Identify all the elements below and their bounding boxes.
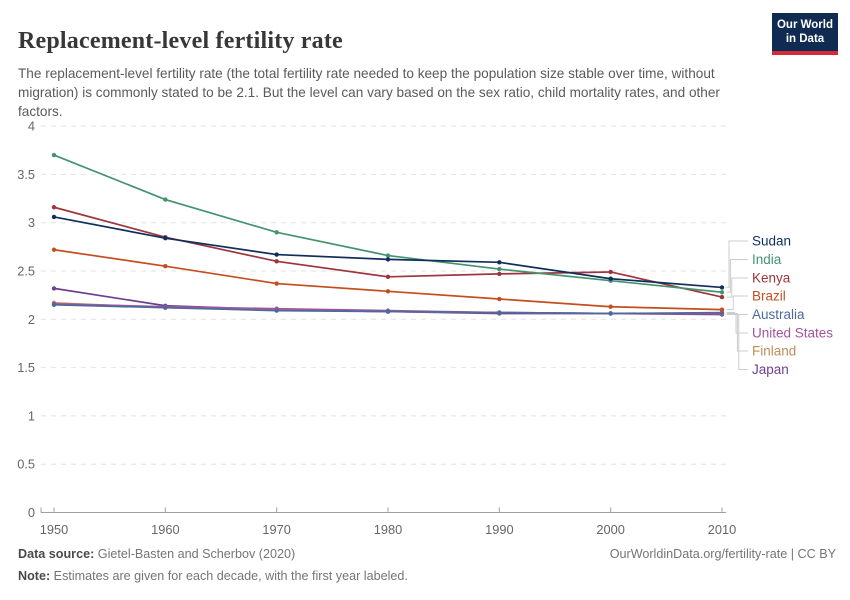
data-point[interactable] bbox=[385, 257, 391, 262]
data-point[interactable] bbox=[163, 235, 168, 241]
data-point[interactable] bbox=[274, 308, 279, 313]
page-title: Replacement-level fertility rate bbox=[18, 28, 343, 55]
data-point[interactable] bbox=[385, 274, 391, 279]
data-point[interactable] bbox=[274, 230, 279, 235]
data-point[interactable] bbox=[719, 285, 725, 290]
series-line-brazil[interactable] bbox=[51, 247, 725, 312]
y-tick-label: 3.5 bbox=[17, 167, 35, 182]
data-point[interactable] bbox=[385, 309, 391, 314]
data-point[interactable] bbox=[163, 305, 168, 310]
legend-connector bbox=[726, 240, 748, 288]
y-tick-label: 4 bbox=[28, 119, 35, 134]
data-point[interactable] bbox=[719, 294, 725, 300]
series-lines bbox=[51, 152, 725, 317]
data-point[interactable] bbox=[608, 311, 613, 316]
legend-label-sudan[interactable]: Sudan bbox=[752, 234, 791, 249]
y-tick-label: 0 bbox=[28, 505, 35, 520]
footer-row-1: Data source: Gietel-Basten and Scherbov … bbox=[18, 547, 836, 561]
legend-connector bbox=[726, 313, 748, 352]
y-tick-label: 1.5 bbox=[17, 360, 35, 375]
data-point[interactable] bbox=[719, 307, 725, 312]
logo-line-1: Our World bbox=[776, 19, 833, 31]
data-source: Data source: Gietel-Basten and Scherbov … bbox=[18, 547, 295, 561]
legend-label-japan[interactable]: Japan bbox=[752, 362, 789, 377]
data-point[interactable] bbox=[51, 302, 57, 308]
data-point[interactable] bbox=[719, 290, 725, 295]
data-point[interactable] bbox=[385, 253, 391, 258]
y-tick-label: 3 bbox=[28, 215, 35, 230]
data-point[interactable] bbox=[497, 260, 502, 265]
x-axis: 1950 1960 1970 1980 1990 2000 2010 bbox=[40, 507, 736, 537]
footer-row-2: Note: Estimates are given for each decad… bbox=[18, 569, 836, 583]
data-point[interactable] bbox=[51, 214, 57, 220]
data-point[interactable] bbox=[51, 247, 57, 252]
legend-connector bbox=[726, 277, 748, 298]
data-point[interactable] bbox=[163, 263, 168, 269]
data-point[interactable] bbox=[497, 296, 502, 302]
data-point[interactable] bbox=[51, 205, 57, 210]
data-point[interactable] bbox=[274, 281, 279, 286]
x-tick-label: 1980 bbox=[374, 522, 402, 537]
legend-label-brazil[interactable]: Brazil bbox=[752, 289, 786, 304]
y-tick-label: 0.5 bbox=[17, 457, 35, 472]
data-point[interactable] bbox=[608, 304, 613, 309]
legend-label-united-states[interactable]: United States bbox=[752, 326, 833, 341]
data-point[interactable] bbox=[163, 197, 168, 202]
data-point[interactable] bbox=[497, 266, 502, 272]
data-point[interactable] bbox=[51, 286, 57, 291]
legend: Sudan India Kenya Brazil Australia United Sta… bbox=[726, 234, 833, 377]
x-tick-label: 1970 bbox=[262, 522, 290, 537]
data-point[interactable] bbox=[608, 269, 613, 275]
logo-line-2: in Data bbox=[785, 33, 825, 46]
legend-connector bbox=[726, 259, 748, 293]
legend-label-australia[interactable]: Australia bbox=[752, 307, 805, 322]
data-point[interactable] bbox=[608, 276, 613, 281]
legend-label-finland[interactable]: Finland bbox=[752, 344, 796, 359]
data-point[interactable] bbox=[274, 259, 279, 264]
page-subtitle: The replacement-level fertility rate (th… bbox=[18, 65, 720, 120]
series-line-australia[interactable] bbox=[51, 302, 725, 316]
note-text: Estimates are given for each decade, wit… bbox=[50, 569, 408, 583]
y-tick-label: 1 bbox=[28, 408, 35, 423]
data-source-text: Gietel-Basten and Scherbov (2020) bbox=[94, 547, 296, 561]
x-tick-label: 1960 bbox=[151, 522, 179, 537]
y-tick-label: 2.5 bbox=[17, 264, 35, 279]
data-source-label: Data source: bbox=[18, 547, 95, 561]
series-line-sudan[interactable] bbox=[51, 214, 725, 290]
x-tick-label: 2010 bbox=[708, 522, 736, 537]
y-grid: 0 0.5 1 1.5 2 2.5 3 3.5 4 bbox=[17, 119, 726, 520]
citation-link[interactable]: OurWorldinData.org/fertility-rate | CC B… bbox=[609, 547, 836, 561]
data-point[interactable] bbox=[51, 152, 57, 158]
legend-connector bbox=[726, 313, 748, 370]
legend-label-india[interactable]: India bbox=[752, 252, 782, 267]
legend-label-kenya[interactable]: Kenya bbox=[752, 271, 791, 286]
chart-svg: 0 0.5 1 1.5 2 2.5 3 3.5 4 1950 1960 1970 1980 1990 200… bbox=[17, 119, 833, 537]
legend-connector bbox=[726, 295, 748, 311]
x-tick-label: 1990 bbox=[485, 522, 513, 537]
y-tick-label: 2 bbox=[28, 312, 35, 327]
series-line-kenya[interactable] bbox=[51, 205, 725, 300]
data-point[interactable] bbox=[274, 252, 279, 257]
chart-area: 0 0.5 1 1.5 2 2.5 3 3.5 4 1950 1960 1970 1980 1990 200… bbox=[0, 118, 850, 550]
x-tick-label: 2000 bbox=[596, 522, 624, 537]
owid-logo[interactable]: Our World in Data bbox=[772, 13, 838, 55]
data-point[interactable] bbox=[385, 289, 391, 294]
x-tick-label: 1950 bbox=[40, 522, 68, 537]
data-point[interactable] bbox=[497, 310, 502, 315]
data-point[interactable] bbox=[497, 271, 502, 277]
note-label: Note: bbox=[18, 569, 51, 583]
